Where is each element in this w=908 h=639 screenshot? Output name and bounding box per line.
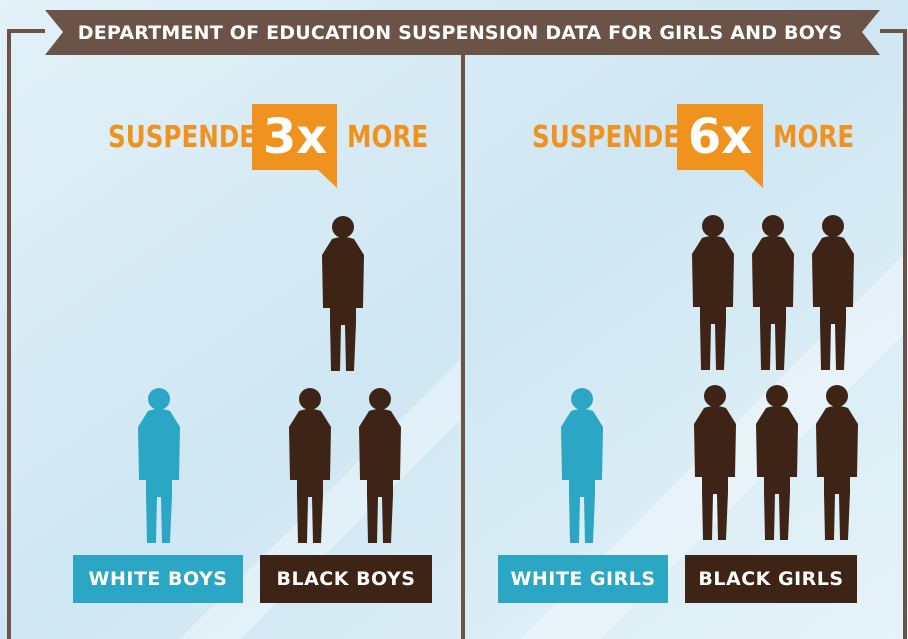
callout [677,104,763,188]
group-label: BLACK BOYS [260,555,432,603]
group-label: WHITE BOYS [73,555,243,603]
prefix: SUSPENDED [532,120,701,155]
multiplier: 3x [262,109,328,165]
suffix: MORE [347,120,429,155]
callout [252,104,337,188]
prefix: SUSPENDED [108,120,277,155]
banner [45,10,880,55]
title: DEPARTMENT OF EDUCATION SUSPENSION DATA … [77,22,843,44]
multiplier: 6x [687,109,753,165]
frame [7,29,907,639]
group-label: WHITE GIRLS [498,555,668,603]
suffix: MORE [773,120,855,155]
group-label: BLACK GIRLS [685,555,857,603]
